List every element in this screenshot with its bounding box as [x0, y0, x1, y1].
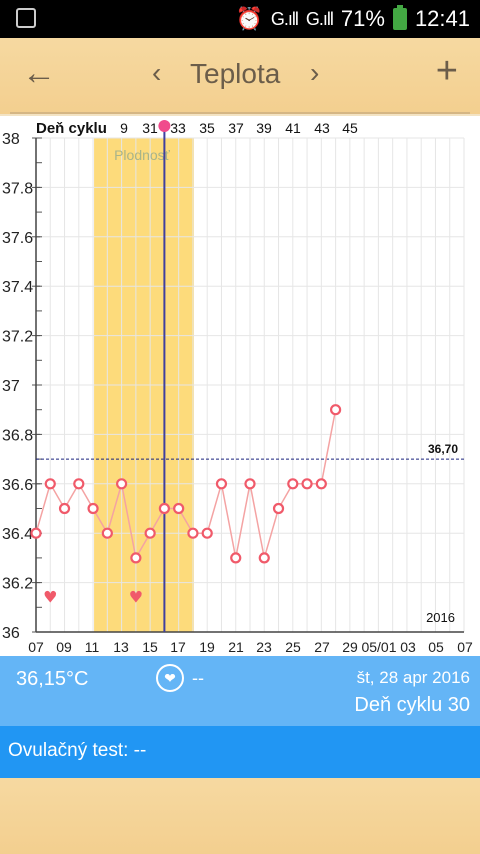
temperature-point	[30, 527, 42, 539]
y-tick-label: 37	[2, 378, 20, 395]
ovulation-test-bar[interactable]: Ovulačný test: --	[0, 726, 480, 778]
temperature-point	[272, 502, 285, 515]
x-tick-label: 23	[256, 639, 272, 655]
temperature-point	[215, 478, 228, 490]
alarm-icon: ⏰	[235, 6, 263, 31]
x-tick-label: 13	[113, 639, 129, 655]
temperature-point	[230, 552, 242, 564]
heart-marker: ♥	[129, 587, 143, 606]
y-tick-label: 36.4	[2, 526, 33, 543]
bottom-area	[0, 778, 480, 854]
x-tick-label: 29	[342, 639, 358, 655]
appbar-divider	[10, 112, 470, 114]
y-tick-label: 37.6	[2, 230, 33, 247]
x-tick-label: 19	[199, 639, 215, 655]
notification-icon	[16, 8, 36, 28]
info-bar: 36,15°C ❤ -- št, 28 apr 2016 Deň cyklu 3…	[0, 656, 480, 726]
temperature-point	[87, 502, 99, 515]
chevron-left-icon[interactable]: ‹	[152, 57, 162, 88]
chevron-right-icon[interactable]: ›	[310, 57, 320, 88]
y-tick-label: 38	[2, 131, 20, 148]
temperature-chart[interactable]: 38 37.8 37.6 37.4 37.2 37 36.8 36.6 36.4 36.2 36 De…	[0, 116, 480, 656]
coverline-label: 36,70	[428, 442, 458, 456]
heart-marker: ♥	[43, 587, 57, 606]
cycle-tick-label: 37	[228, 120, 244, 136]
signal-2-icon: G.ıll	[305, 8, 334, 29]
x-tick-label: 25	[285, 639, 301, 655]
year-label: 2016	[426, 610, 455, 625]
current-day-marker	[158, 120, 171, 132]
y-tick-label: 36.8	[2, 427, 33, 444]
x-tick-label: 27	[314, 639, 330, 655]
temperature-point	[144, 527, 156, 539]
cycle-tick-label: 31	[142, 120, 158, 136]
temperature-point	[301, 478, 313, 490]
temperature-point	[287, 478, 299, 490]
x-tick-label: 03	[400, 639, 416, 655]
signal-1-icon: G.ıll	[270, 8, 299, 29]
temperature-value: 36,15°C	[16, 668, 89, 690]
cycle-tick-label: 33	[170, 120, 186, 136]
y-tick-label: 36.2	[2, 576, 33, 593]
temperature-point	[115, 478, 128, 490]
y-tick-label: 37.8	[2, 180, 33, 197]
page-title: Teplota	[190, 58, 281, 89]
y-tick-label: 37.4	[2, 279, 33, 296]
battery-icon	[392, 5, 407, 30]
temperature-point	[244, 478, 256, 490]
heart-value: --	[192, 668, 204, 688]
x-tick-label: 11	[85, 639, 100, 655]
temperature-line	[35, 409, 337, 561]
temperature-point	[58, 502, 71, 515]
x-tick-label: 05/01	[361, 639, 396, 655]
date-label: št, 28 apr 2016	[356, 668, 470, 687]
chart-svg[interactable]: 38 37.8 37.6 37.4 37.2 37 36.8 36.6 36.4 36.2 36 De…	[0, 116, 480, 656]
y-tick-label: 37.2	[2, 329, 33, 346]
cycle-tick-label: 41	[285, 120, 301, 136]
x-tick-label: 07	[457, 639, 473, 655]
x-tick-label: 17	[170, 639, 186, 655]
x-tick-label: 15	[142, 639, 158, 655]
cycle-tick-label: 39	[256, 120, 272, 136]
y-tick-label: 36	[2, 625, 20, 642]
back-arrow-icon[interactable]: ←	[22, 54, 56, 92]
temperature-point	[330, 404, 342, 416]
temperature-point	[201, 527, 213, 539]
clock: 12:41	[414, 6, 470, 31]
x-tick-label: 09	[56, 639, 72, 655]
fertile-label: Plodnosť	[114, 147, 171, 163]
cycle-tick-label: 35	[199, 120, 215, 136]
temperature-point	[315, 478, 327, 490]
temperature-point	[258, 552, 270, 564]
y-tick-label: 36.6	[2, 477, 33, 494]
temperature-point	[73, 478, 85, 490]
temperature-point	[158, 502, 170, 515]
x-tick-label: 05	[428, 639, 444, 655]
temperature-point	[130, 552, 142, 564]
app-bar: ← ‹ Teplota › +	[0, 38, 480, 114]
temperature-point	[44, 478, 56, 490]
status-bar: ⏰ G.ıll G.ıll 71% 12:41	[0, 0, 480, 38]
cycle-day-label: Deň cyklu	[36, 120, 107, 137]
x-tick-label: 07	[28, 639, 44, 655]
cycle-tick-label: 43	[314, 120, 330, 136]
battery-percent: 71%	[340, 6, 385, 31]
status-right: ⏰ G.ıll G.ıll 71% 12:41	[235, 5, 470, 32]
temperature-point	[187, 527, 199, 539]
x-tick-label: 21	[228, 639, 244, 655]
cycle-tick-label: 45	[342, 120, 358, 136]
temperature-point	[101, 527, 113, 539]
ovulation-test-label: Ovulačný test: --	[8, 740, 147, 761]
cycle-day-label: Deň cyklu 30	[354, 694, 470, 716]
temperature-point	[173, 502, 185, 515]
cycle-tick-label: 9	[120, 120, 128, 136]
heart-circle-icon[interactable]: ❤	[156, 664, 184, 692]
add-icon[interactable]: +	[435, 50, 458, 92]
